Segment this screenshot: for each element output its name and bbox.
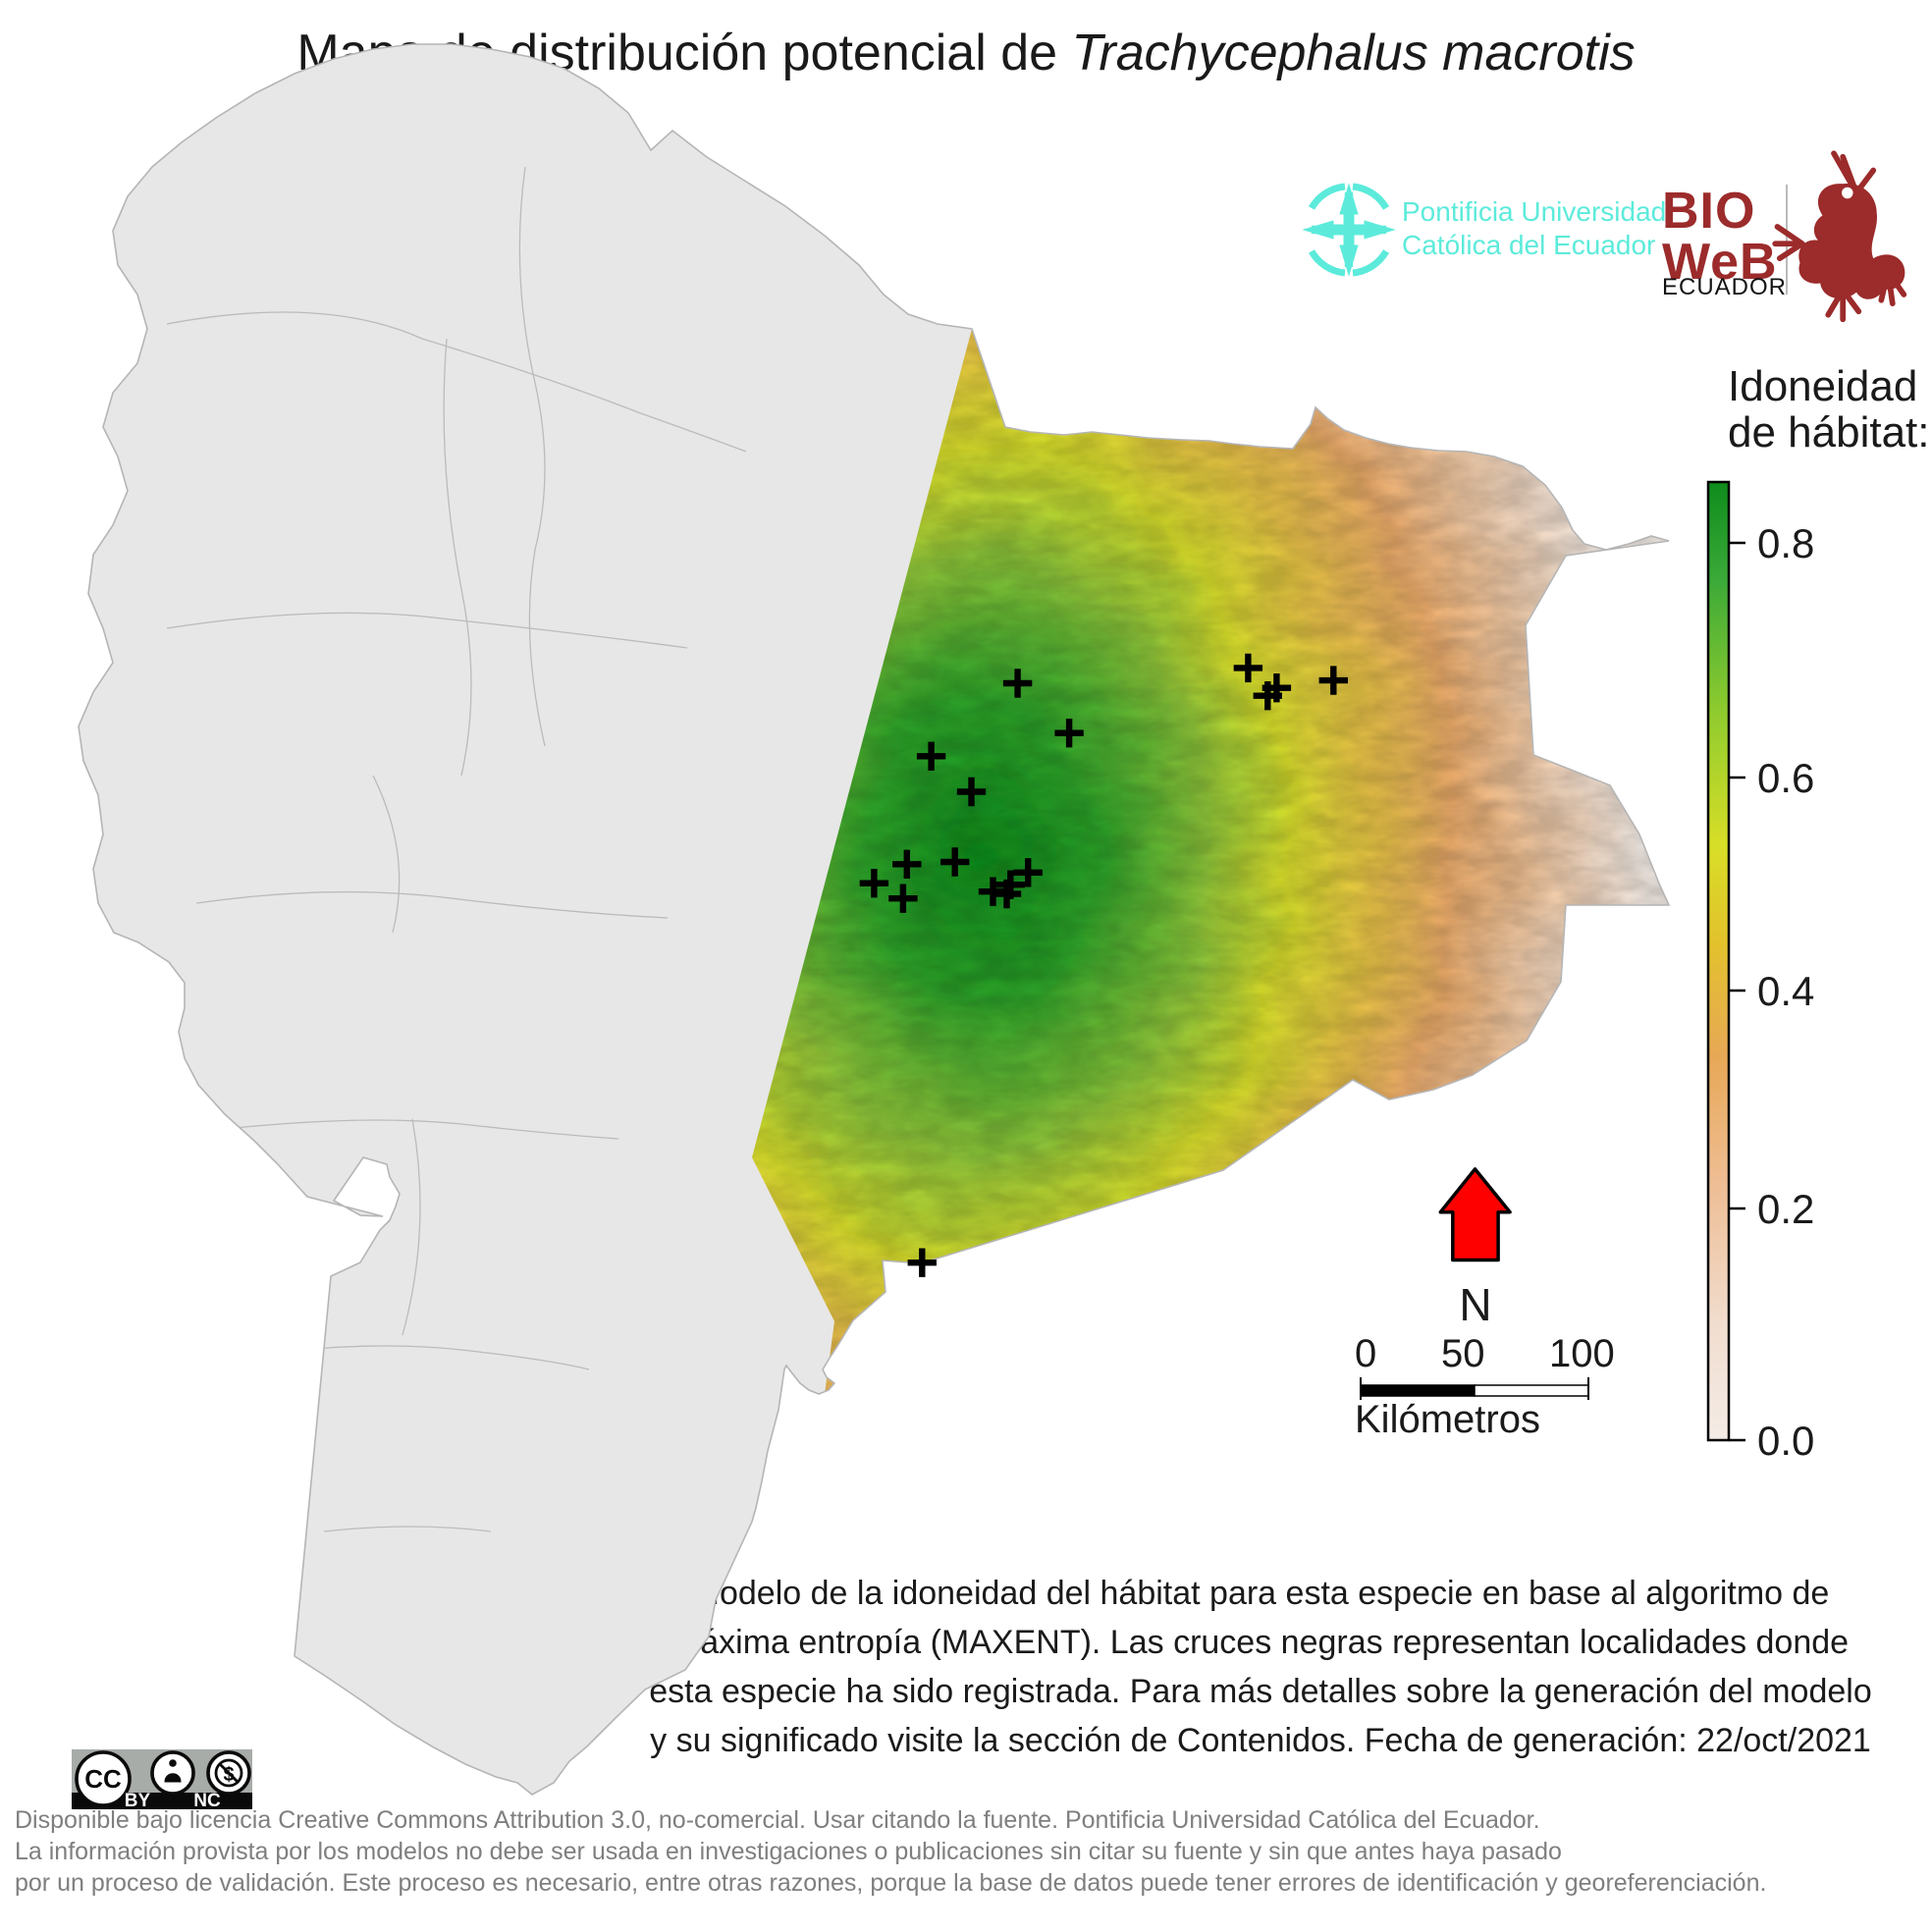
svg-text:0.8: 0.8 (1757, 520, 1814, 566)
svg-text:Kilómetros: Kilómetros (1355, 1398, 1540, 1441)
svg-text:Católica del Ecuador: Católica del Ecuador (1402, 230, 1655, 260)
svg-text:Pontificia Universidad: Pontificia Universidad (1402, 196, 1666, 227)
svg-text:CC: CC (84, 1764, 122, 1794)
svg-text:0.4: 0.4 (1757, 968, 1814, 1014)
svg-text:0.2: 0.2 (1757, 1186, 1814, 1232)
svg-text:BIO: BIO (1662, 183, 1755, 240)
svg-text:NC: NC (193, 1791, 221, 1811)
svg-text:0: 0 (1355, 1332, 1376, 1375)
svg-text:de hábitat:: de hábitat: (1728, 408, 1930, 456)
svg-text:Idoneidad: Idoneidad (1728, 362, 1917, 410)
svg-text:BY: BY (125, 1791, 151, 1811)
svg-text:0.6: 0.6 (1757, 755, 1814, 801)
svg-text:100: 100 (1549, 1332, 1615, 1375)
svg-text:50: 50 (1441, 1332, 1485, 1375)
svg-text:ECUADOR: ECUADOR (1662, 274, 1787, 300)
svg-text:N: N (1459, 1279, 1491, 1330)
svg-text:0.0: 0.0 (1757, 1418, 1814, 1464)
svg-text:$: $ (223, 1764, 234, 1786)
